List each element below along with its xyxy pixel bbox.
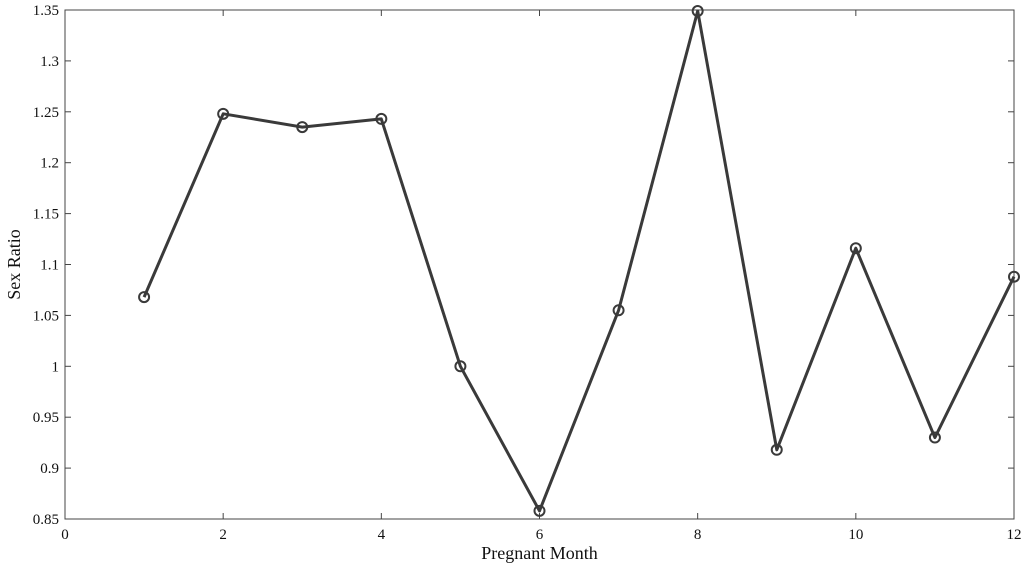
y-tick-label: 1.3 — [40, 54, 59, 70]
y-tick-label: 1 — [52, 359, 60, 375]
x-tick-label: 8 — [694, 527, 702, 543]
data-point-marker — [770, 443, 783, 456]
y-tick-label: 0.95 — [33, 410, 59, 426]
x-axis-label: Pregnant Month — [481, 543, 598, 563]
y-tick-label: 1.25 — [33, 105, 59, 121]
x-tick-label: 6 — [536, 527, 544, 543]
data-point-marker — [217, 107, 230, 120]
data-point-marker — [928, 431, 941, 444]
data-point-marker — [533, 504, 546, 517]
plot-area-frame — [64, 9, 1015, 520]
series-line — [142, 9, 1016, 513]
y-axis-label: Sex Ratio — [4, 229, 24, 300]
y-tick-label: 1.35 — [33, 3, 59, 19]
y-tick-label: 1.1 — [40, 258, 59, 274]
data-point-marker — [1008, 270, 1020, 283]
x-tick-label: 12 — [1007, 527, 1022, 543]
x-axis-ticks: 0 2 4 6 8 10 12 — [61, 10, 1022, 543]
data-point-marker — [454, 360, 467, 373]
y-tick-label: 0.85 — [33, 512, 59, 528]
data-point-marker — [375, 112, 388, 125]
y-tick-label: 1.15 — [33, 207, 59, 223]
y-tick-label: 1.05 — [33, 308, 59, 324]
y-tick-label: 1.2 — [40, 156, 59, 172]
x-tick-label: 2 — [219, 527, 227, 543]
data-point-marker — [612, 304, 625, 317]
data-point-marker — [296, 121, 309, 134]
series-layer — [138, 5, 1020, 517]
y-axis-ticks: 0.85 0.9 0.95 1 1.05 1.1 1.15 1.2 1.25 1.3 1.35 — [33, 3, 1014, 528]
x-tick-label: 10 — [848, 527, 863, 543]
x-tick-label: 4 — [378, 527, 386, 543]
data-point-marker — [849, 242, 862, 255]
data-point-marker — [691, 5, 704, 18]
y-tick-label: 0.9 — [40, 461, 59, 477]
data-point-marker — [138, 291, 151, 304]
x-tick-label: 0 — [61, 527, 69, 543]
